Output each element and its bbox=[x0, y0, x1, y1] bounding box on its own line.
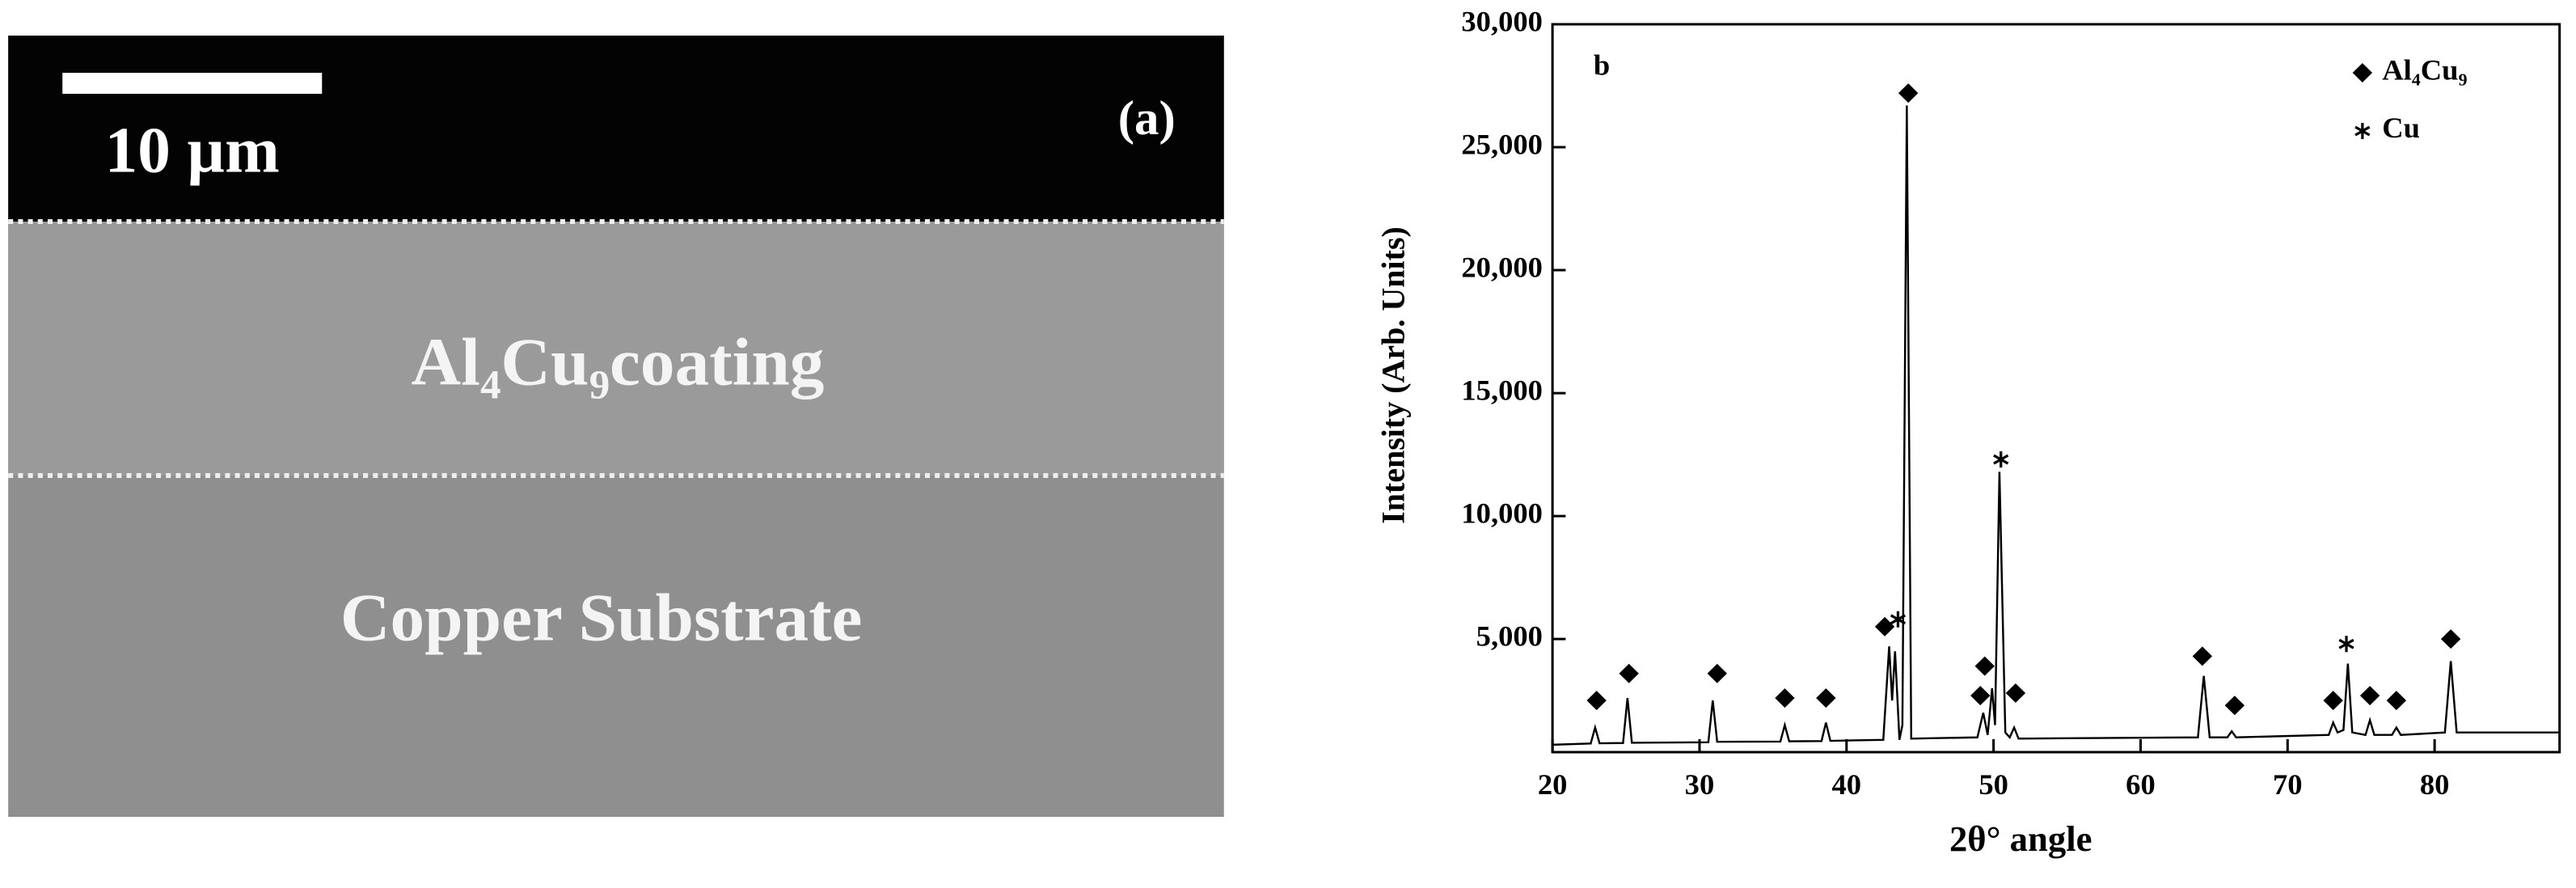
peak-marker bbox=[1586, 691, 1607, 711]
micrograph: 10 µm (a) Al₄Cu₉coating Copper Substrate bbox=[8, 36, 1224, 817]
peak-marker bbox=[1890, 611, 1907, 628]
peak-marker bbox=[1707, 663, 1727, 683]
legend-label: Cu bbox=[2382, 112, 2420, 145]
peak-marker bbox=[1775, 688, 1795, 708]
y-tick-label: 30,000 bbox=[1461, 6, 1543, 38]
coating-region bbox=[8, 222, 1224, 476]
scale-bar-label: 10 µm bbox=[105, 115, 280, 186]
peak-marker bbox=[1619, 663, 1639, 683]
y-tick-label: 5,000 bbox=[1476, 620, 1543, 653]
x-tick-label: 50 bbox=[1978, 769, 2008, 801]
x-tick-label: 80 bbox=[2420, 769, 2450, 801]
x-tick-label: 40 bbox=[1832, 769, 1862, 801]
panel-label: b bbox=[1594, 49, 1610, 82]
peak-marker bbox=[1874, 616, 1895, 636]
legend-symbol bbox=[2352, 63, 2373, 82]
x-tick-label: 20 bbox=[1538, 769, 1568, 801]
peak-marker bbox=[1974, 656, 1995, 676]
peak-marker bbox=[2323, 691, 2343, 711]
y-tick-label: 25,000 bbox=[1461, 129, 1543, 161]
y-tick-label: 20,000 bbox=[1461, 252, 1543, 284]
peak-marker bbox=[2359, 686, 2380, 706]
xrd-chart: b 2θ° angle Intensity (Arb. Units) 20 30 4… bbox=[1375, 6, 2561, 859]
y-axis-label: Intensity (Arb. Units) bbox=[1375, 226, 1411, 524]
peak-marker bbox=[2005, 683, 2026, 704]
x-tick-label: 70 bbox=[2273, 769, 2303, 801]
legend-symbol bbox=[2354, 123, 2371, 139]
scale-bar bbox=[62, 73, 323, 94]
x-tick-label: 30 bbox=[1685, 769, 1715, 801]
peak-marker bbox=[2192, 646, 2213, 666]
x-axis-label: 2θ° angle bbox=[1949, 818, 2092, 859]
mount-region bbox=[8, 36, 1224, 222]
peak-marker bbox=[2224, 696, 2245, 716]
peak-marker bbox=[1816, 688, 1836, 708]
layer-label: Copper Substrate bbox=[340, 581, 863, 655]
peak-marker bbox=[2338, 636, 2354, 653]
y-tick-label: 15,000 bbox=[1461, 374, 1543, 407]
plot-frame bbox=[1551, 23, 2561, 754]
peak-marker bbox=[2440, 629, 2461, 649]
legend-label: Al₄Cu₉ bbox=[2382, 54, 2467, 87]
y-tick-label: 10,000 bbox=[1461, 497, 1543, 530]
peak-marker bbox=[1970, 686, 1991, 706]
peak-marker bbox=[1898, 83, 1919, 104]
xrd-trace bbox=[1552, 105, 2560, 746]
x-tick-label: 60 bbox=[2126, 769, 2156, 801]
layer-label: Al₄Cu₉coating bbox=[411, 325, 824, 400]
peak-marker bbox=[1993, 451, 2009, 468]
peak-marker bbox=[2386, 691, 2407, 711]
panel-label: (a) bbox=[1118, 91, 1176, 145]
